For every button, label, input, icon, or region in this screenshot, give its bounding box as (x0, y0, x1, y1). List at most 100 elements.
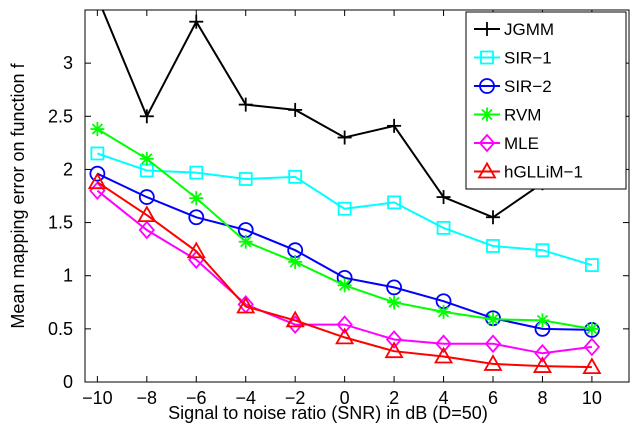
x-tick-label: 6 (488, 388, 498, 408)
legend-label-sir-1: SIR−1 (504, 49, 552, 68)
legend: JGMM SIR−1 SIR−2 RVM MLE hGLLiM−1 (465, 11, 627, 190)
data-point-mle-1 (138, 220, 156, 240)
data-point-hgllim-1-8 (483, 354, 503, 371)
series-rvm (90, 122, 599, 336)
data-point-rvm-5 (337, 278, 352, 293)
data-point-rvm-1 (139, 151, 154, 166)
y-tick-label: 0 (63, 372, 73, 392)
legend-item-jgmm: JGMM (474, 20, 554, 39)
legend-marker-hgllim-1 (477, 161, 497, 179)
data-point-jgmm-8 (486, 210, 500, 225)
legend-item-sir-1: SIR−1 (474, 49, 552, 68)
data-point-rvm-2 (189, 191, 204, 206)
data-point-sir-1-0 (90, 146, 105, 161)
legend-marker-rvm-d2 (481, 108, 493, 121)
x-tick-label: 10 (582, 388, 602, 408)
data-point-mle-5 (336, 315, 353, 334)
data-point-sir-2-6 (386, 279, 402, 296)
data-point-rvm-8 (486, 312, 500, 327)
data-point-hgllim-1-0 (87, 172, 107, 190)
legend-label-sir-2: SIR−2 (504, 77, 552, 96)
data-point-rvm-10 (584, 321, 599, 336)
x-tick-label: −6 (186, 388, 207, 408)
x-tick-label: −4 (235, 388, 256, 408)
legend-item-mle: MLE (474, 133, 539, 153)
x-axis-title: Signal to noise ratio (SNR) in dB (D=50) (168, 403, 488, 423)
data-point-jgmm-0 (90, 0, 104, 4)
data-point-jgmm-7 (436, 190, 451, 205)
data-point-mle-9 (534, 343, 551, 363)
series-line-sir-1 (97, 152, 593, 267)
data-point-rvm-3 (238, 234, 253, 249)
data-point-sir-1-6 (387, 195, 401, 210)
data-point-hgllim-1-10 (582, 357, 602, 375)
data-point-rvm-10-d2 (586, 323, 598, 335)
legend-label-mle: MLE (504, 134, 539, 153)
data-point-rvm-9 (535, 313, 550, 328)
legend-marker-mle (478, 133, 496, 153)
data-point-rvm-3-d2 (240, 236, 252, 248)
data-point-sir-1-2 (189, 165, 204, 180)
y-axis-title: Mean mapping error on function f (8, 62, 28, 328)
data-point-rvm-7 (436, 304, 451, 319)
legend-marker-rvm (480, 107, 494, 122)
legend-item-hgllim-1: hGLLiM−1 (474, 161, 583, 182)
series-layer (87, 0, 602, 375)
data-point-jgmm-3 (238, 97, 253, 112)
data-point-jgmm-4 (288, 102, 303, 117)
y-tick-label: 3 (63, 53, 73, 73)
series-line-sir-2 (96, 172, 592, 331)
legend-item-rvm: RVM (474, 106, 541, 125)
legend-label-jgmm: JGMM (504, 20, 554, 39)
y-tick-label: 1 (63, 266, 73, 286)
x-tick-label: −2 (285, 388, 306, 408)
data-point-rvm-1-d2 (141, 153, 153, 165)
series-sir-1 (90, 146, 599, 272)
legend-label-rvm: RVM (504, 106, 541, 125)
x-tick-label: 2 (389, 388, 399, 408)
data-point-rvm-4-d2 (289, 256, 301, 268)
plot-frame (84, 9, 630, 383)
data-point-jgmm-2 (189, 14, 204, 29)
data-point-hgllim-1-1 (137, 205, 157, 223)
data-point-rvm-0 (90, 122, 105, 137)
data-point-mle-8 (484, 334, 502, 354)
data-point-rvm-9-d2 (536, 314, 549, 326)
data-point-mle-10 (583, 337, 601, 357)
legend-label-hgllim-1: hGLLiM−1 (504, 163, 583, 182)
data-point-rvm-5-d2 (338, 279, 351, 291)
series-sir-2 (89, 165, 600, 338)
series-line-mle (96, 189, 593, 355)
series-line-hgllim-1 (96, 181, 592, 369)
data-point-sir-1-4 (288, 169, 303, 184)
data-point-mle-6 (385, 330, 403, 349)
data-point-mle-7 (435, 334, 452, 354)
data-point-hgllim-1-2 (186, 241, 206, 259)
data-point-rvm-7-d2 (437, 306, 450, 318)
data-point-sir-2-0 (89, 165, 106, 182)
y-tick-label: 2.5 (48, 106, 73, 126)
data-point-hgllim-1-4 (285, 310, 305, 328)
x-tick-label: −10 (82, 388, 113, 408)
x-tick-label: 8 (537, 388, 547, 408)
data-point-jgmm-5 (337, 130, 352, 145)
data-point-hgllim-1-7 (433, 346, 454, 364)
legend-box (465, 11, 627, 190)
data-point-jgmm-6 (387, 118, 402, 133)
legend-item-sir-2: SIR−2 (474, 77, 552, 96)
x-tick-label: 4 (439, 388, 449, 408)
data-point-hgllim-1-9 (532, 356, 553, 373)
data-point-rvm-2-d2 (190, 192, 202, 204)
data-point-sir-2-2 (188, 209, 205, 226)
data-point-sir-1-9 (535, 243, 550, 258)
data-point-hgllim-1-5 (335, 327, 355, 345)
data-point-rvm-4 (288, 254, 303, 269)
y-tick-label: 0.5 (48, 319, 73, 339)
data-point-hgllim-1-6 (384, 341, 404, 359)
legend-marker-sir-2 (479, 78, 495, 94)
y-tick-label: 2 (63, 159, 73, 179)
legend-marker-sir-1 (480, 50, 494, 65)
data-point-sir-1-7 (436, 220, 451, 235)
y-tick-label: 1.5 (48, 213, 73, 233)
